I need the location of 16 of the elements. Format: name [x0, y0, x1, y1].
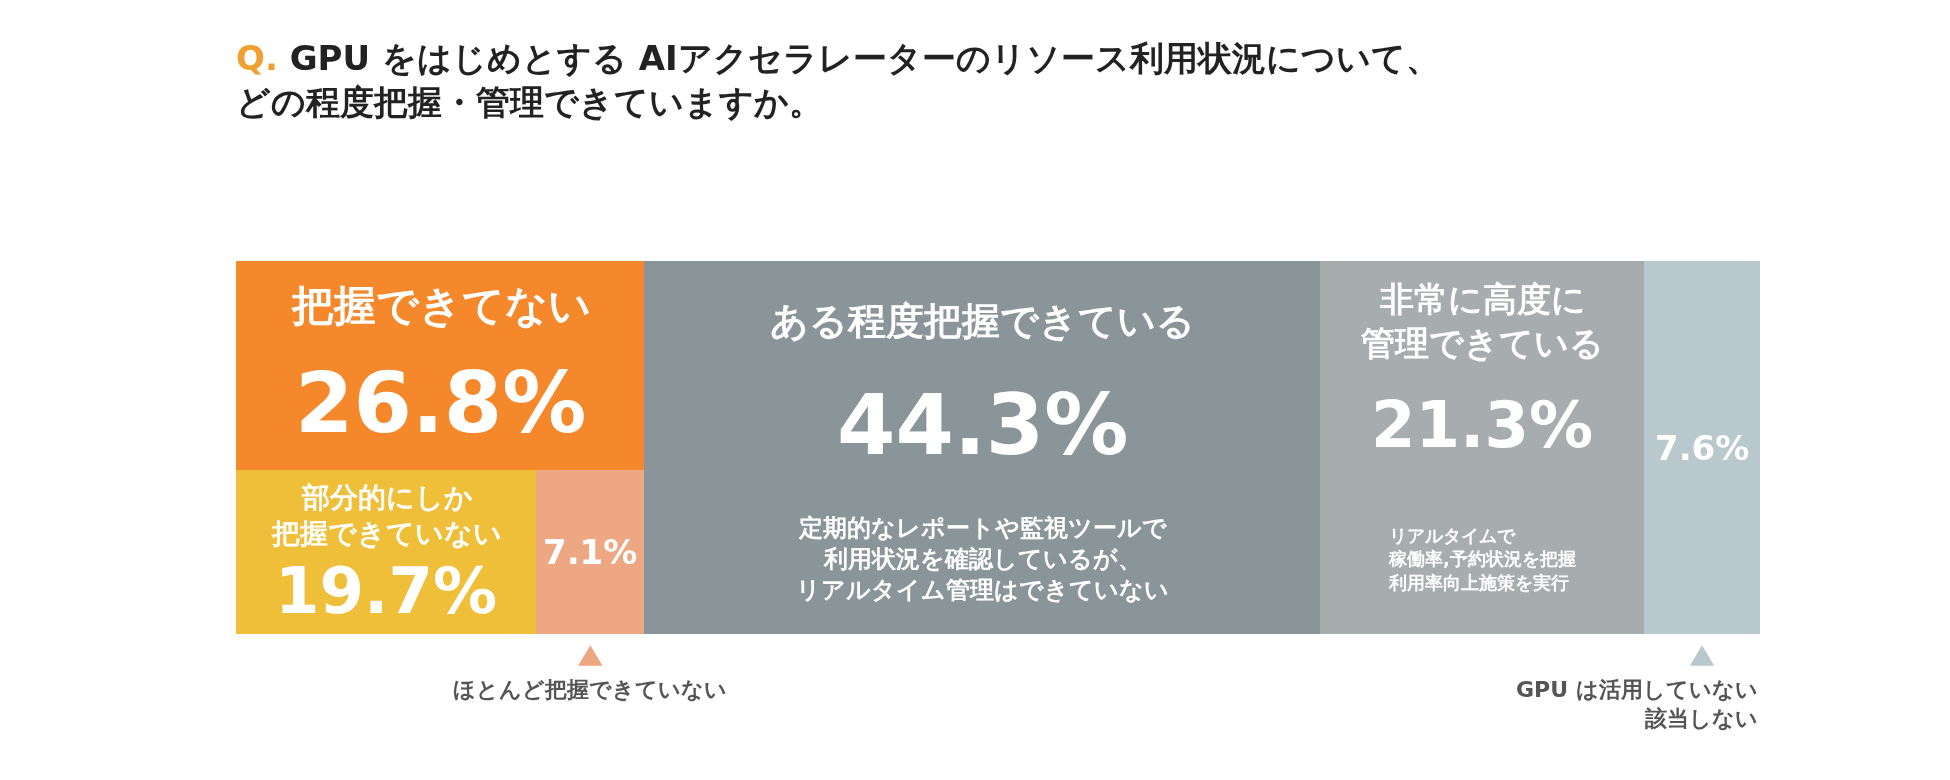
- series-label: ある程度把握できている: [770, 299, 1195, 343]
- series-label: 部分的にしか把握できていない: [271, 481, 502, 551]
- bar: [536, 470, 644, 634]
- annotation: リアルタイムで稼働率,予約状況を把握利用率向上施策を実行: [1388, 525, 1576, 593]
- legend-label: ほとんど把握できていない: [453, 677, 727, 702]
- series-label: 非常に高度に管理できている: [1360, 279, 1604, 364]
- bar: [1644, 261, 1760, 634]
- data-label: 7.6%: [1655, 428, 1750, 468]
- data-label: 44.3%: [837, 376, 1129, 474]
- data-label: 19.7%: [275, 554, 498, 628]
- band-label: 把握できてない26.8%: [290, 281, 591, 452]
- data-label: 7.1%: [543, 532, 638, 572]
- annotation: 定期的なレポートや監視ツールで利用状況を確認しているが、リアルタイム管理はできていない: [796, 514, 1169, 605]
- data-label: 21.3%: [1371, 388, 1594, 462]
- chart-title: Q. GPU をはじめとする AIアクセラレーターのリソース利用状況について、どの程度把握・管理できていますか。: [236, 38, 1440, 123]
- legend-label: GPU は活用していない該当しない: [1516, 677, 1758, 731]
